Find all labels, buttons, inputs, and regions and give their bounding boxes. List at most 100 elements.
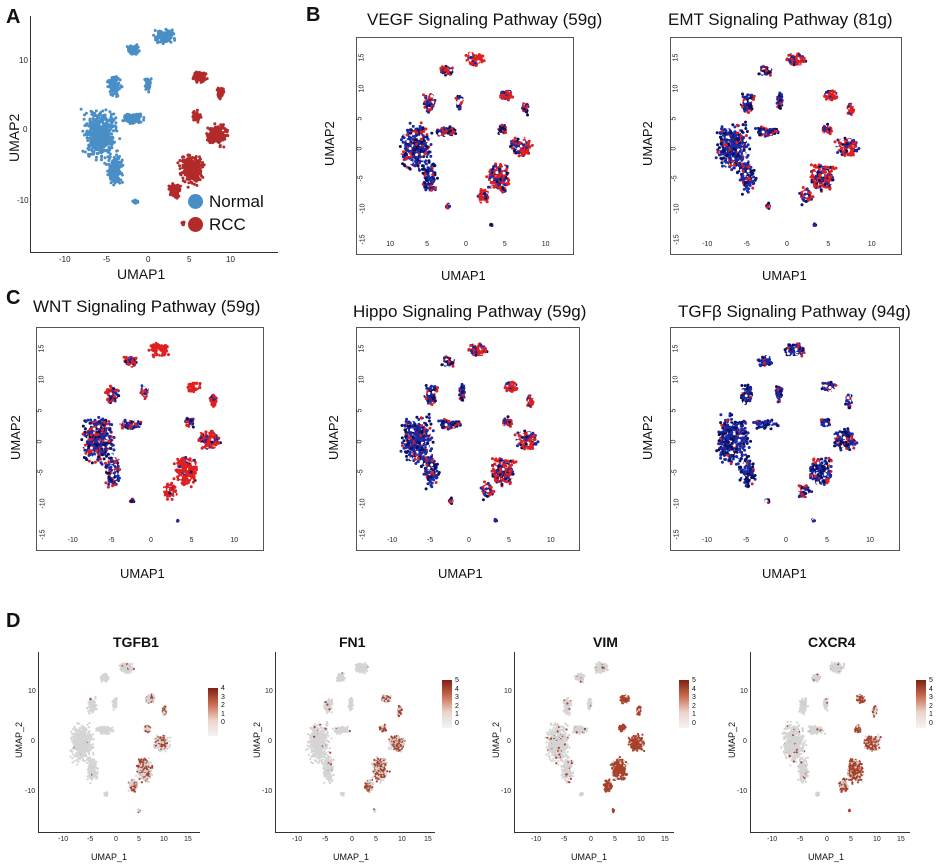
umap-point xyxy=(194,156,198,160)
umap-point xyxy=(745,183,749,187)
umap-point xyxy=(406,129,410,133)
umap-point xyxy=(194,173,198,177)
umap-point xyxy=(93,132,97,136)
umap-point xyxy=(723,132,727,135)
x-axis-label-a: UMAP1 xyxy=(117,266,165,282)
umap-point xyxy=(735,123,739,127)
umap-point xyxy=(440,127,444,131)
umap-point xyxy=(408,121,412,125)
umap-point xyxy=(429,184,433,188)
umap-point xyxy=(169,30,173,34)
umap-point xyxy=(495,177,499,181)
umap-point xyxy=(169,40,173,44)
umap-point xyxy=(414,127,418,131)
umap-point xyxy=(435,130,439,134)
umap-point xyxy=(449,132,453,136)
umap-point xyxy=(411,152,415,155)
umap-point xyxy=(120,180,124,184)
x-axis-label-vegf: UMAP1 xyxy=(441,268,486,283)
umap-point xyxy=(113,159,117,163)
umap-point xyxy=(420,141,423,144)
umap-point xyxy=(135,45,139,49)
umap-point xyxy=(213,122,217,126)
umap-point xyxy=(436,176,439,180)
umap-point xyxy=(735,141,739,145)
umap-point xyxy=(723,159,727,163)
umap-point xyxy=(412,145,416,149)
umap-point xyxy=(81,149,85,153)
panel-label-a: A xyxy=(6,6,20,29)
umap-point xyxy=(115,161,119,165)
umap-point xyxy=(521,153,525,156)
umap-point xyxy=(212,129,216,133)
umap-point xyxy=(196,175,200,179)
umap-point xyxy=(502,171,506,175)
umap-point xyxy=(716,139,720,143)
umap-point xyxy=(178,164,182,168)
umap-point xyxy=(472,57,476,61)
umap-point xyxy=(470,62,474,66)
umap-point xyxy=(407,135,411,139)
umap-point xyxy=(99,111,102,115)
umap-point xyxy=(425,168,429,172)
umap-point xyxy=(96,137,100,141)
umap-point xyxy=(524,151,528,155)
umap-point xyxy=(421,171,425,175)
umap-point xyxy=(105,123,109,127)
umap-point xyxy=(730,145,733,149)
umap-point xyxy=(191,77,195,81)
umap-point xyxy=(92,127,96,131)
umap-point xyxy=(740,141,744,145)
umap-point xyxy=(135,112,138,116)
umap-point xyxy=(117,169,121,173)
umap-point xyxy=(427,186,431,190)
umap-point xyxy=(746,143,750,147)
umap-point xyxy=(145,83,149,86)
umap-point xyxy=(460,101,463,105)
umap-point xyxy=(86,139,90,142)
umap-point xyxy=(501,187,505,191)
umap-point xyxy=(418,168,421,172)
umap-point xyxy=(525,143,529,147)
umap-point xyxy=(512,149,516,153)
umap-point xyxy=(87,148,91,152)
umap-point xyxy=(219,123,223,127)
umap-point xyxy=(112,112,116,116)
umap-point xyxy=(469,55,473,59)
umap-point xyxy=(424,177,428,181)
umap-point xyxy=(129,46,133,49)
umap-point xyxy=(424,96,428,100)
umap-point xyxy=(715,131,719,135)
x-tick-a-0: -10 xyxy=(59,255,71,264)
umap-point xyxy=(142,118,146,122)
umap-point xyxy=(102,136,106,140)
umap-point xyxy=(416,158,420,162)
umap-point xyxy=(423,152,426,156)
umap-point xyxy=(104,108,108,112)
umap-point xyxy=(119,178,123,182)
umap-point xyxy=(217,93,221,97)
umap-point xyxy=(168,187,172,191)
umap-point xyxy=(83,133,86,137)
umap-point xyxy=(219,86,223,90)
legend-item-rcc: RCC xyxy=(188,213,264,236)
umap-point xyxy=(109,177,113,181)
umap-point xyxy=(181,166,185,170)
umap-point xyxy=(499,165,503,169)
umap-point xyxy=(97,129,100,133)
umap-point xyxy=(217,126,221,130)
umap-point xyxy=(740,192,744,196)
umap-point xyxy=(109,116,113,120)
umap-point xyxy=(745,136,749,140)
umap-point xyxy=(154,38,158,42)
umap-point xyxy=(142,116,146,120)
umap-point xyxy=(114,121,118,125)
umap-point xyxy=(426,142,430,146)
umap-point xyxy=(106,80,109,84)
umap-point xyxy=(132,47,136,51)
umap-point xyxy=(110,139,114,143)
umap-point xyxy=(416,150,420,154)
umap-point xyxy=(473,61,477,65)
umap-point xyxy=(739,145,743,149)
umap-point xyxy=(509,95,513,99)
